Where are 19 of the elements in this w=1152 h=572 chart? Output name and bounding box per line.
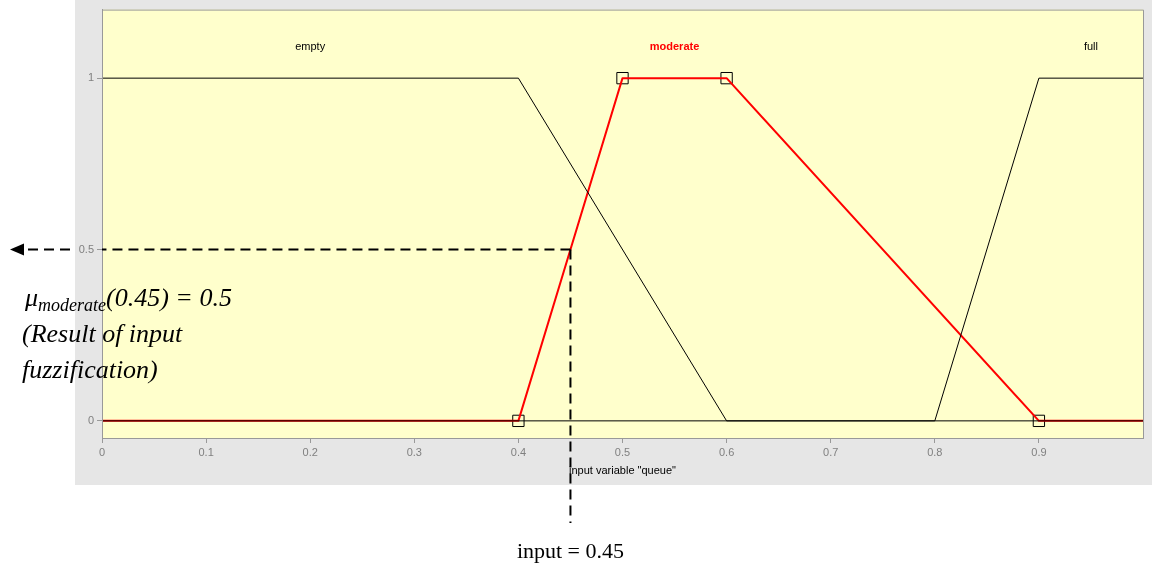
annotation: input = 0.45 [516,538,625,563]
x-tick-label: 0.8 [927,445,943,458]
text: full [1083,39,1098,52]
y-tick-label: 0 [87,413,94,426]
x-axis-title: input variable "queue" [569,464,677,477]
annotation: (Result of input fuzzification) [22,318,184,384]
y-tick-label: 0.5 [78,242,94,255]
x-tick-label: 0.9 [1031,445,1047,458]
x-tick-label: 0.7 [823,445,839,458]
x-tick-label: 0.4 [510,445,527,458]
x-tick-label: 0.1 [198,445,214,458]
x-tick-label: 0.2 [302,445,318,458]
y-tick-label: 1 [87,71,94,84]
x-tick-label: 0.3 [406,445,422,458]
x-tick-label: 0.6 [718,445,735,458]
x-tick-label: 0.5 [614,445,631,458]
text: empty [295,39,326,52]
x-tick-label: 0 [98,445,106,458]
text: moderate [649,39,700,52]
